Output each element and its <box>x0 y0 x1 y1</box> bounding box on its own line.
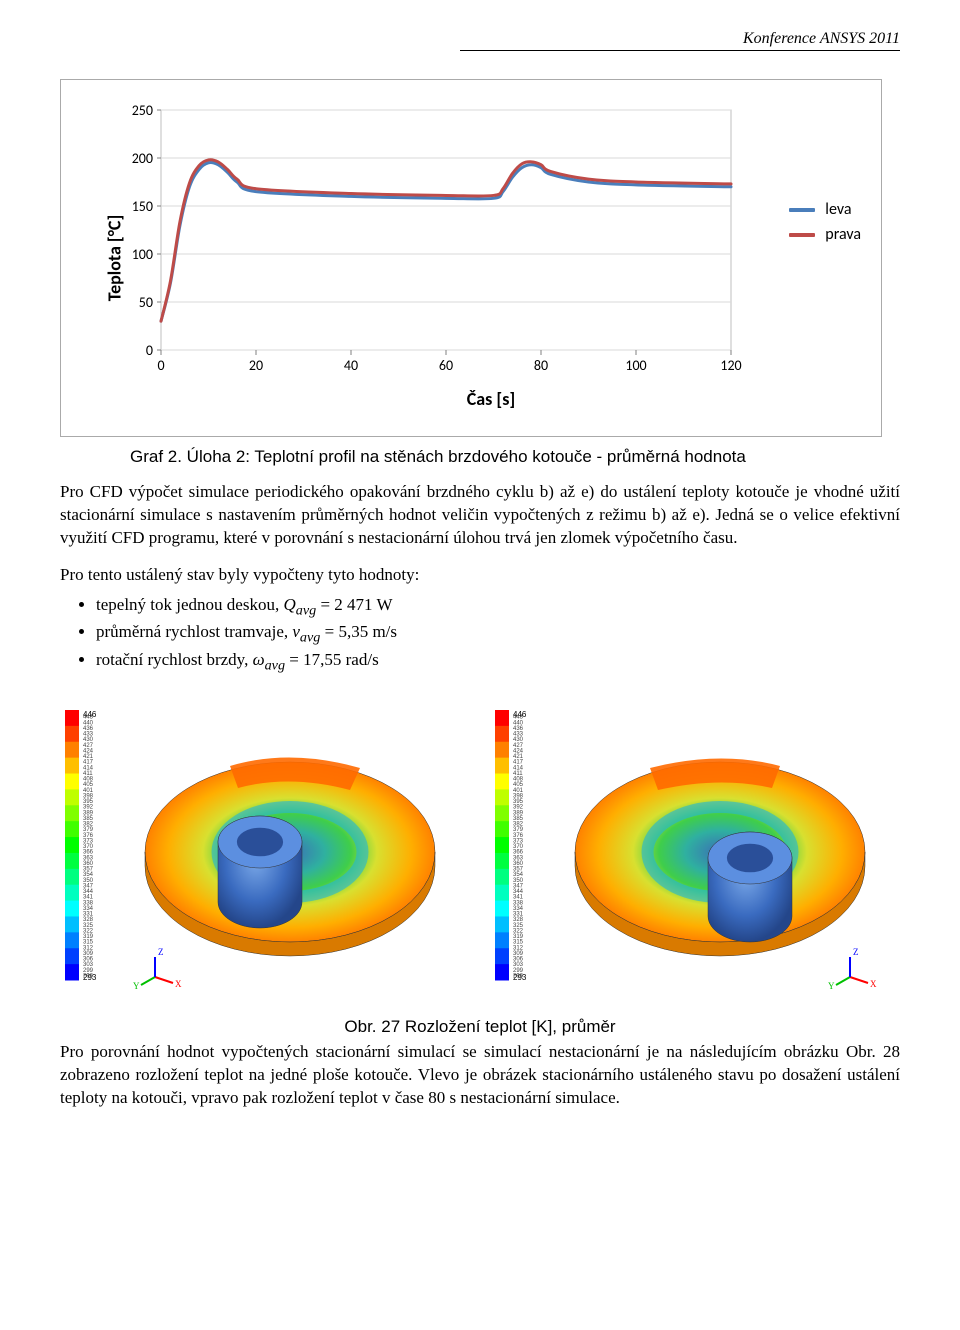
svg-text:Z: Z <box>158 947 164 957</box>
svg-text:60: 60 <box>439 357 453 374</box>
legend-item-leva: leva <box>789 200 861 219</box>
chart-legend: leva prava <box>789 200 861 250</box>
svg-text:Y: Y <box>828 981 835 991</box>
legend-swatch-prava <box>789 233 815 237</box>
svg-text:120: 120 <box>720 357 741 374</box>
svg-text:100: 100 <box>132 246 153 263</box>
legend-label-leva: leva <box>825 200 851 219</box>
svg-text:20: 20 <box>249 357 263 374</box>
sim-image-right: 4462934434404364334304274244214174144114… <box>490 702 900 1007</box>
bullet-item: rotační rychlost brzdy, ωavg = 17,55 rad… <box>96 650 900 674</box>
figure-caption: Obr. 27 Rozložení teplot [K], průměr <box>60 1017 900 1037</box>
svg-text:296: 296 <box>83 973 94 979</box>
y-axis-label: Teplota [°C] <box>103 215 125 302</box>
bullet-list: tepelný tok jednou deskou, Qavg = 2 471 … <box>96 595 900 674</box>
svg-text:X: X <box>870 979 877 989</box>
svg-text:40: 40 <box>344 357 358 374</box>
paragraph-2: Pro tento ustálený stav byly vypočteny t… <box>60 564 900 587</box>
svg-text:200: 200 <box>132 150 153 167</box>
bullet-item: průměrná rychlost tramvaje, vavg = 5,35 … <box>96 622 900 646</box>
svg-text:Y: Y <box>133 981 140 991</box>
svg-text:100: 100 <box>625 357 646 374</box>
temperature-chart: Teplota [°C] 0 50 100 150 200 250 0 20 40 60 80 100… <box>60 79 882 437</box>
legend-swatch-leva <box>789 208 815 212</box>
conference-header: Konference ANSYS 2011 <box>460 30 900 51</box>
chart-caption: Graf 2. Úloha 2: Teplotní profil na stěn… <box>130 447 900 467</box>
paragraph-3: Pro porovnání hodnot vypočtených stacion… <box>60 1041 900 1110</box>
svg-text:0: 0 <box>146 342 153 359</box>
svg-text:250: 250 <box>132 102 153 119</box>
svg-text:150: 150 <box>132 198 153 215</box>
svg-text:Z: Z <box>853 947 859 957</box>
line-chart-svg: 0 50 100 150 200 250 0 20 40 60 80 100 120 <box>121 100 841 380</box>
paragraph-1: Pro CFD výpočet simulace periodického op… <box>60 481 900 550</box>
x-axis-label: Čas [s] <box>121 388 861 410</box>
svg-text:296: 296 <box>513 973 524 979</box>
svg-text:X: X <box>175 979 182 989</box>
svg-text:50: 50 <box>139 294 153 311</box>
brake-disc-render-left: 4462934434404364334304274244214174144114… <box>60 702 460 1002</box>
legend-item-prava: prava <box>789 225 861 244</box>
svg-text:80: 80 <box>534 357 548 374</box>
brake-disc-render-right: 4462934434404364334304274244214174144114… <box>490 702 890 1002</box>
bullet-item: tepelný tok jednou deskou, Qavg = 2 471 … <box>96 595 900 619</box>
svg-text:0: 0 <box>157 357 164 374</box>
legend-label-prava: prava <box>825 225 861 244</box>
sim-image-left: 4462934434404364334304274244214174144114… <box>60 702 470 1007</box>
simulation-images-row: 4462934434404364334304274244214174144114… <box>60 702 900 1007</box>
